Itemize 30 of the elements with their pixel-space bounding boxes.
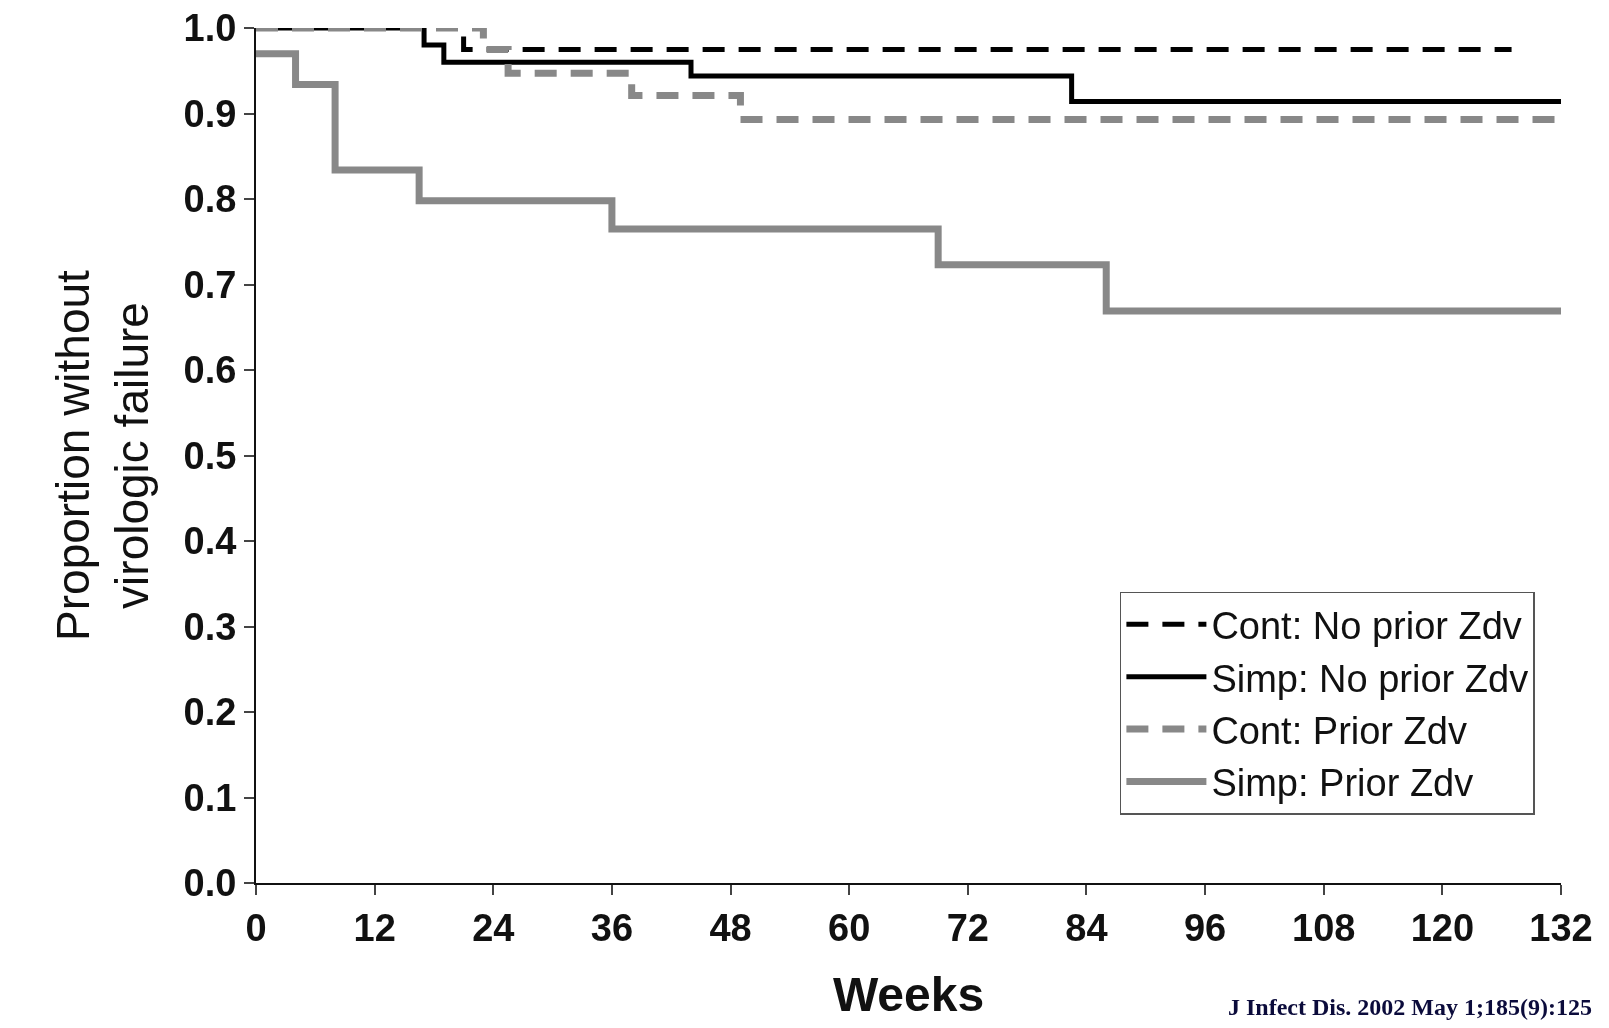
x-tick-label: 0	[245, 906, 267, 949]
y-tick-label: 0.3	[183, 605, 237, 648]
x-tick-label: 36	[590, 906, 634, 949]
y-tick-label: 0.5	[183, 434, 237, 477]
x-tick-label: 132	[1529, 906, 1593, 949]
legend-label: Cont: Prior Zdv	[1211, 709, 1467, 752]
y-tick-label: 0.1	[183, 776, 237, 819]
y-tick-label: 0.9	[183, 92, 237, 135]
x-tick-label: 60	[828, 906, 871, 949]
x-tick-label: 84	[1065, 906, 1108, 949]
x-tick-label: 12	[353, 906, 396, 949]
legend-label: Simp: Prior Zdv	[1211, 762, 1474, 805]
legend-label: Simp: No prior Zdv	[1211, 657, 1529, 700]
y-tick-label: 0.4	[183, 520, 237, 563]
x-tick-label: 120	[1410, 906, 1475, 949]
text: J Infect Dis. 2002 May 1;185(9):125	[1228, 994, 1592, 1020]
y-tick-label: 0.0	[183, 862, 237, 905]
legend-label: Cont: No prior Zdv	[1211, 605, 1522, 648]
y-axis-title: Proportion without virologic failure	[46, 269, 159, 641]
x-tick-label: 48	[709, 906, 752, 949]
x-tick-label: 72	[946, 906, 989, 949]
y-tick-label: 0.7	[183, 263, 237, 306]
x-tick-label: 24	[472, 906, 515, 949]
x-tick-label: 96	[1183, 906, 1227, 949]
y-tick-label: 0.2	[183, 691, 237, 734]
y-tick-label: 0.8	[183, 178, 237, 221]
x-tick-label: 108	[1292, 906, 1356, 949]
y-tick-label: 0.6	[183, 349, 237, 392]
x-axis-title: Weeks	[832, 968, 985, 1022]
y-tick-label: 1.0	[183, 7, 237, 50]
